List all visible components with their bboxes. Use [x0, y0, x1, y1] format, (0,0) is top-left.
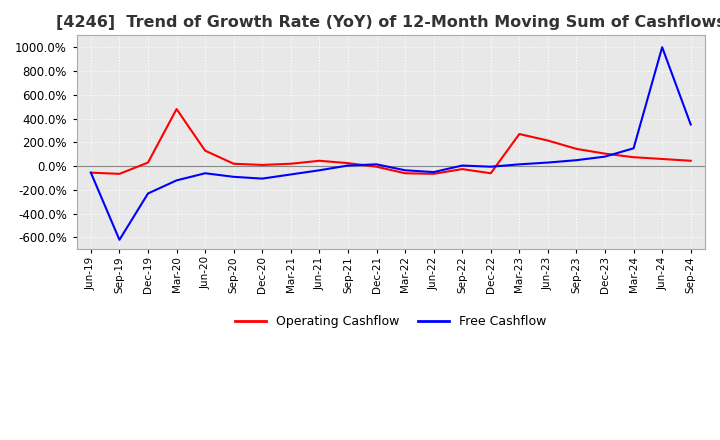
- Legend: Operating Cashflow, Free Cashflow: Operating Cashflow, Free Cashflow: [230, 310, 552, 333]
- Title: [4246]  Trend of Growth Rate (YoY) of 12-Month Moving Sum of Cashflows: [4246] Trend of Growth Rate (YoY) of 12-…: [56, 15, 720, 30]
